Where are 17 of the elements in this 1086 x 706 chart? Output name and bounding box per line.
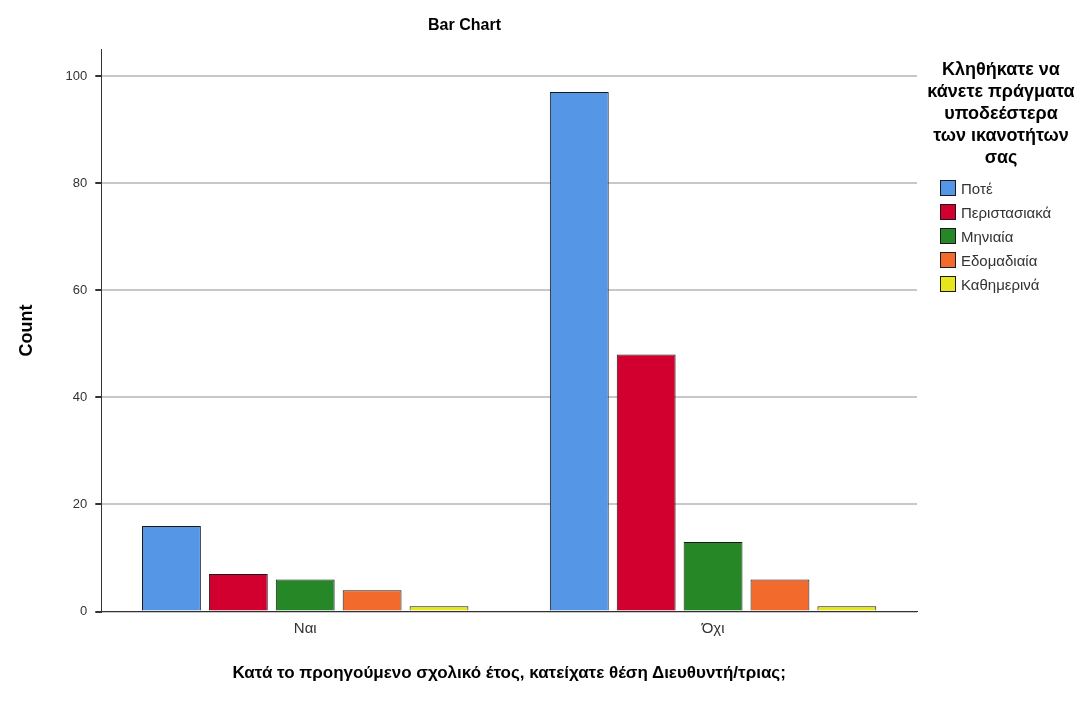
chart-title: Bar Chart [428, 16, 502, 34]
legend-label: Ποτέ [961, 179, 993, 197]
y-tick-label: 20 [72, 496, 88, 512]
x-tick-label: Ναι [293, 618, 317, 636]
y-axis-title: Count [15, 304, 36, 357]
y-tick-label: 40 [72, 388, 88, 404]
legend-label: Καθημερινά [961, 275, 1040, 293]
legend-label: Μηνιαία [961, 227, 1014, 245]
legend-label: Περιστασιακά [961, 203, 1052, 221]
y-tick-label: 100 [65, 67, 88, 83]
legend-label: Εδομαδιαία [961, 251, 1038, 269]
y-tick-label: 80 [72, 174, 88, 190]
x-tick-label: Όχι [700, 618, 725, 636]
y-tick-label: 0 [80, 603, 88, 619]
y-tick-label: 60 [72, 281, 88, 297]
x-axis-title: Κατά το προηγούμενο σχολικό έτος, κατείχατε θέση Διευθυντή/τριας; [232, 663, 786, 683]
legend-title: Κληθήκατε να κάνετε πράγματα υποδεέστερα των ικανοτήτων σας [926, 58, 1076, 168]
